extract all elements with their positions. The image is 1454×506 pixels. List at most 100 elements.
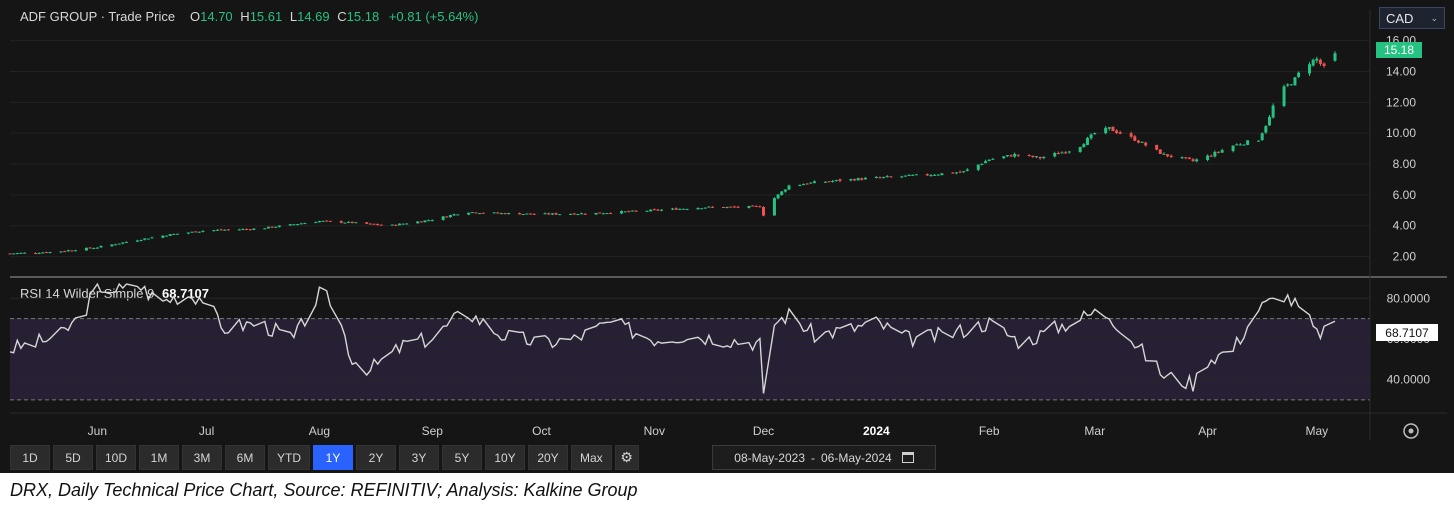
candle-body	[237, 229, 241, 231]
x-tick-label: Apr	[1198, 424, 1217, 438]
candle-body	[135, 240, 139, 242]
candle-body	[703, 207, 707, 209]
candle-body	[99, 245, 103, 248]
candle-body	[754, 206, 758, 208]
range-button-20y[interactable]: 20Y	[528, 445, 569, 470]
candle-body	[44, 252, 48, 254]
range-button-1y[interactable]: 1Y	[313, 445, 354, 470]
price-chart[interactable]: ADF GROUP · Trade Price O14.70 H15.61 L1…	[0, 0, 1454, 473]
candle-body	[1035, 156, 1039, 158]
price-y-tick-label: 14.00	[1386, 64, 1416, 78]
candle-body	[732, 206, 736, 208]
currency-select[interactable]: CAD ⌄	[1379, 7, 1445, 29]
candle-body	[467, 212, 471, 215]
candle-body	[681, 208, 685, 210]
range-button-5y[interactable]: 5Y	[442, 445, 483, 470]
settings-button[interactable]: ⚙	[614, 445, 639, 470]
candle-body	[1297, 72, 1301, 77]
candle-body	[823, 181, 827, 183]
candle-body	[550, 213, 554, 215]
candle-body	[656, 209, 660, 211]
rsi-y-tick-label: 40.0000	[1387, 373, 1431, 387]
range-button-max[interactable]: Max	[571, 445, 612, 470]
candle-body	[1242, 144, 1246, 146]
candle-body	[933, 174, 937, 176]
candle-body	[1191, 159, 1195, 161]
x-tick-label: Jul	[199, 424, 214, 438]
candle-body	[416, 221, 420, 224]
range-button-3y[interactable]: 3Y	[399, 445, 440, 470]
candle-body	[1104, 127, 1108, 134]
x-tick-label: Dec	[753, 424, 774, 438]
candle-body	[507, 213, 511, 215]
candle-body	[620, 211, 624, 214]
candle-body	[907, 174, 911, 176]
range-button-6m[interactable]: 6M	[225, 445, 266, 470]
x-tick-label: Mar	[1084, 424, 1105, 438]
candle-body	[263, 228, 267, 230]
candle-body	[627, 211, 631, 213]
candle-body	[572, 213, 576, 215]
candle-body	[685, 208, 689, 210]
candle-body	[430, 220, 434, 222]
range-button-1m[interactable]: 1M	[139, 445, 180, 470]
candle-body	[772, 198, 776, 216]
candle-body	[8, 253, 12, 255]
candle-body	[707, 206, 711, 208]
candle-body	[678, 208, 682, 210]
candle-body	[1002, 156, 1006, 159]
low-value: 14.69	[297, 9, 330, 24]
candle-body	[671, 208, 674, 210]
candle-body	[1133, 136, 1137, 141]
candle-body	[547, 213, 551, 215]
instrument-title: ADF GROUP · Trade Price	[20, 9, 175, 24]
candle-body	[492, 212, 496, 214]
candle-body	[645, 210, 649, 212]
range-button-10y[interactable]: 10Y	[485, 445, 526, 470]
rsi-y-tick-label: 80.0000	[1387, 291, 1431, 305]
candle-body	[849, 178, 853, 181]
candle-body	[747, 205, 751, 208]
candle-body	[802, 184, 806, 186]
candle-body	[88, 247, 92, 249]
range-button-2y[interactable]: 2Y	[356, 445, 397, 470]
candle-body	[496, 212, 500, 214]
candle-body	[1158, 149, 1162, 154]
candle-body	[853, 179, 857, 181]
rsi-value-tag-label: 68.7107	[1385, 326, 1429, 340]
candle-body	[521, 213, 525, 215]
currency-value: CAD	[1386, 10, 1414, 26]
candle-body	[499, 213, 503, 215]
candle-body	[219, 229, 223, 231]
candle-body	[634, 210, 638, 212]
range-button-10d[interactable]: 10D	[96, 445, 137, 470]
candle-body	[114, 244, 118, 246]
candle-body	[827, 181, 831, 183]
candle-body	[1111, 126, 1115, 132]
candle-body	[863, 177, 867, 180]
high-value: 15.61	[250, 9, 283, 24]
candle-body	[976, 164, 980, 170]
candle-body	[226, 229, 230, 231]
candle-body	[882, 176, 886, 178]
candle-body	[965, 169, 969, 171]
candle-body	[805, 183, 809, 185]
range-button-ytd[interactable]: YTD	[268, 445, 311, 470]
range-button-1d[interactable]: 1D	[10, 445, 50, 470]
candle-body	[339, 220, 343, 223]
date-range-picker[interactable]: 08-May-2023 - 06-May-2024	[712, 445, 936, 470]
x-tick-label: Oct	[532, 424, 551, 438]
ohlc-readout: O14.70 H15.61 L14.69 C15.18 +0.81 (+5.64…	[190, 9, 478, 24]
range-button-5d[interactable]: 5D	[53, 445, 93, 470]
candle-body	[1067, 151, 1071, 153]
x-tick-label: Feb	[979, 424, 1000, 438]
view-options-icon[interactable]	[1403, 423, 1419, 439]
candle-body	[321, 220, 325, 222]
candle-body	[758, 206, 762, 208]
range-button-3m[interactable]: 3M	[182, 445, 223, 470]
candle-body	[1042, 157, 1046, 159]
candle-body	[700, 208, 704, 210]
candle-body	[962, 171, 966, 173]
candle-body	[1009, 155, 1013, 157]
candle-body	[314, 222, 318, 224]
